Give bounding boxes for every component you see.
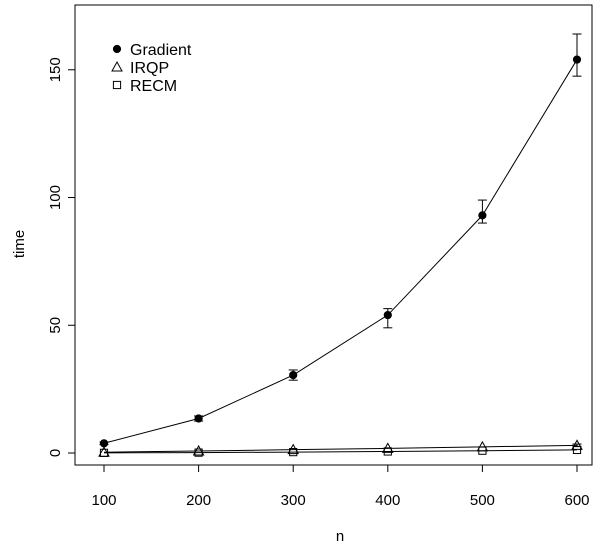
- data-point-gradient: [99, 439, 109, 448]
- y-tick-label: 50: [47, 317, 64, 334]
- x-tick-label: 100: [91, 492, 116, 509]
- data-point-irqp: [192, 444, 205, 456]
- legend-label-irqp: IRQP: [130, 60, 169, 77]
- legend-marker-irqp: [111, 60, 123, 72]
- data-point-gradient: [383, 310, 392, 320]
- data-point-gradient: [194, 414, 203, 423]
- series-layer: [98, 33, 583, 457]
- data-point-recm: [194, 448, 203, 457]
- legend-marker-recm: [112, 80, 122, 90]
- y-tick-label: 150: [47, 57, 64, 82]
- x-tick-label: 500: [470, 492, 495, 509]
- y-tick-label: 0: [47, 449, 64, 457]
- axes: 100 200 300 400 500 600 0 50 100 150: [47, 57, 590, 509]
- data-point-recm: [99, 448, 109, 457]
- x-axis-label: n: [336, 528, 344, 545]
- series-irqp: [98, 439, 583, 457]
- legend-label-recm: RECM: [130, 78, 177, 95]
- data-point-recm: [478, 446, 487, 455]
- data-point-recm: [383, 447, 392, 456]
- x-tick-label: 200: [186, 492, 211, 509]
- data-point-recm: [289, 448, 298, 457]
- data-point-gradient: [572, 55, 582, 64]
- series-gradient: [99, 33, 582, 448]
- x-tick-label: 300: [281, 492, 306, 509]
- series-line-recm: [103, 449, 578, 454]
- legend-label-gradient: Gradient: [130, 42, 192, 59]
- x-tick-label: 400: [375, 492, 400, 509]
- series-recm: [99, 445, 582, 457]
- data-point-irqp: [287, 443, 300, 455]
- plot-frame: [74, 4, 593, 466]
- data-point-irqp: [571, 439, 583, 450]
- legend-marker-gradient: [112, 44, 122, 54]
- y-axis-label: time: [11, 230, 28, 258]
- data-point-gradient: [289, 370, 298, 380]
- data-point-recm: [572, 445, 582, 455]
- series-line-gradient: [103, 59, 578, 444]
- data-point-gradient: [478, 211, 487, 220]
- y-tick-label: 100: [47, 185, 64, 210]
- series-line-irqp: [103, 444, 578, 453]
- x-tick-label: 600: [564, 492, 589, 509]
